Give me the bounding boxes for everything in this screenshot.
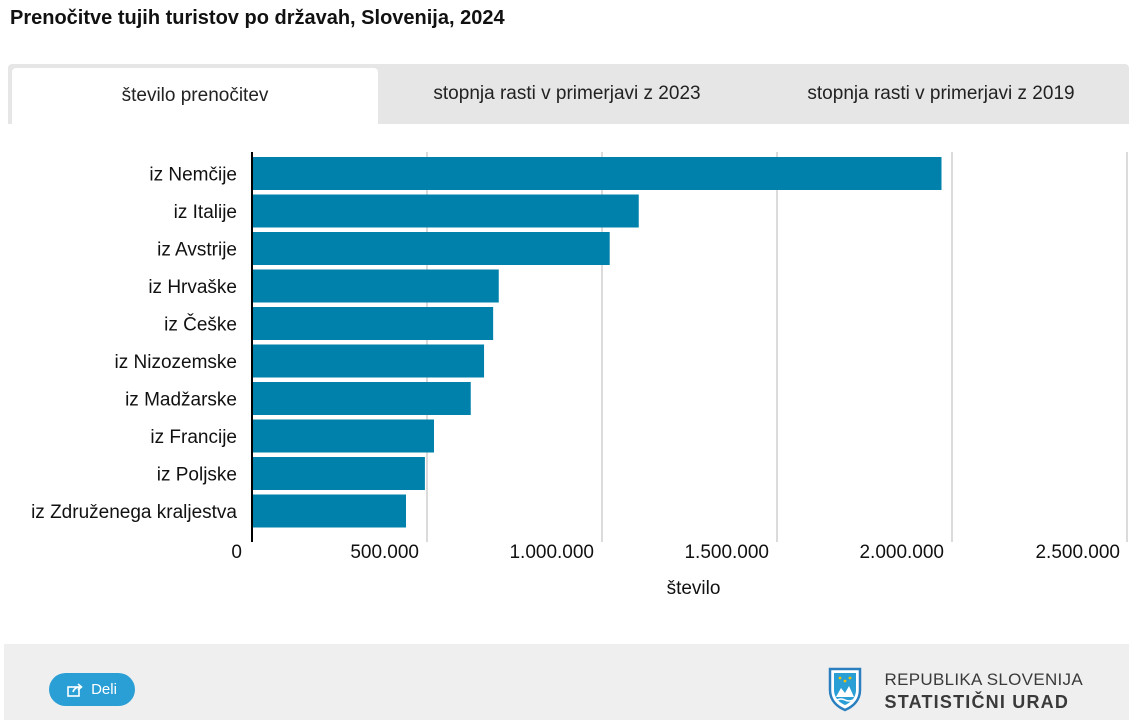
bar[interactable] bbox=[252, 157, 942, 190]
category-label: iz Francije bbox=[150, 427, 237, 448]
category-label: iz Poljske bbox=[157, 465, 237, 486]
logo-text-statisticni-urad: STATISTIČNI URAD bbox=[884, 691, 1070, 712]
bar[interactable] bbox=[252, 382, 471, 415]
bar-chart: iz Nemčije iz Italije iz Avstrije iz Hrvašk… bbox=[31, 152, 1128, 599]
x-tick-label: 2.000.000 bbox=[859, 542, 944, 563]
page-title: Prenočitve tujih turistov po državah, Sl… bbox=[10, 7, 505, 29]
category-label: iz Hrvaške bbox=[148, 277, 237, 298]
coat-of-arms-icon bbox=[827, 666, 863, 717]
share-label: Deli bbox=[91, 681, 117, 698]
category-label: iz Italije bbox=[174, 202, 237, 223]
category-label: iz Avstrije bbox=[157, 240, 237, 261]
x-tick-label: 2.500.000 bbox=[1035, 542, 1120, 563]
bar[interactable] bbox=[252, 494, 406, 528]
x-tick-label: 0 bbox=[231, 542, 242, 563]
category-label: iz Madžarske bbox=[125, 390, 237, 411]
bar[interactable] bbox=[252, 269, 499, 303]
footer: Deli REPUBLIKA SLOVENIJA STATISTIČNI URA… bbox=[4, 644, 1129, 720]
tab-rast-2023[interactable]: stopnja rasti v primerjavi z 2023 bbox=[433, 83, 701, 104]
bar[interactable] bbox=[252, 344, 485, 378]
category-label: iz Združenega kraljestva bbox=[31, 502, 237, 523]
x-tick-label: 1.000.000 bbox=[509, 542, 594, 563]
share-icon bbox=[67, 682, 83, 697]
category-labels: iz Nemčije iz Italije iz Avstrije iz Hrvašk… bbox=[31, 165, 237, 524]
tab-rast-2019[interactable]: stopnja rasti v primerjavi z 2019 bbox=[807, 83, 1075, 104]
logo-text-republika: REPUBLIKA SLOVENIJA bbox=[884, 669, 1083, 689]
x-tick-label: 1.500.000 bbox=[684, 542, 769, 563]
tab-bar: število prenočitev stopnja rasti v prime… bbox=[8, 64, 1129, 124]
share-button[interactable]: Deli bbox=[49, 673, 135, 706]
bar[interactable] bbox=[252, 194, 639, 228]
category-label: iz Češke bbox=[164, 314, 237, 336]
bar[interactable] bbox=[252, 419, 434, 453]
bar[interactable] bbox=[252, 457, 425, 490]
category-label: iz Nemčije bbox=[149, 165, 237, 186]
bars bbox=[252, 157, 942, 528]
statistical-office-logo[interactable]: REPUBLIKA SLOVENIJA STATISTIČNI URAD bbox=[827, 666, 1083, 716]
chart-area: iz Nemčije iz Italije iz Avstrije iz Hrvašk… bbox=[0, 124, 1146, 624]
x-axis-title: število bbox=[667, 578, 721, 599]
category-label: iz Nizozemske bbox=[115, 352, 237, 373]
x-tick-labels: 0 500.000 1.000.000 1.500.000 2.000.000 2.500… bbox=[231, 542, 1120, 563]
x-tick-label: 500.000 bbox=[350, 542, 419, 563]
bar[interactable] bbox=[252, 307, 494, 340]
bar[interactable] bbox=[252, 232, 610, 265]
tab-stevilo-prenocitev[interactable]: število prenočitev bbox=[12, 68, 378, 124]
